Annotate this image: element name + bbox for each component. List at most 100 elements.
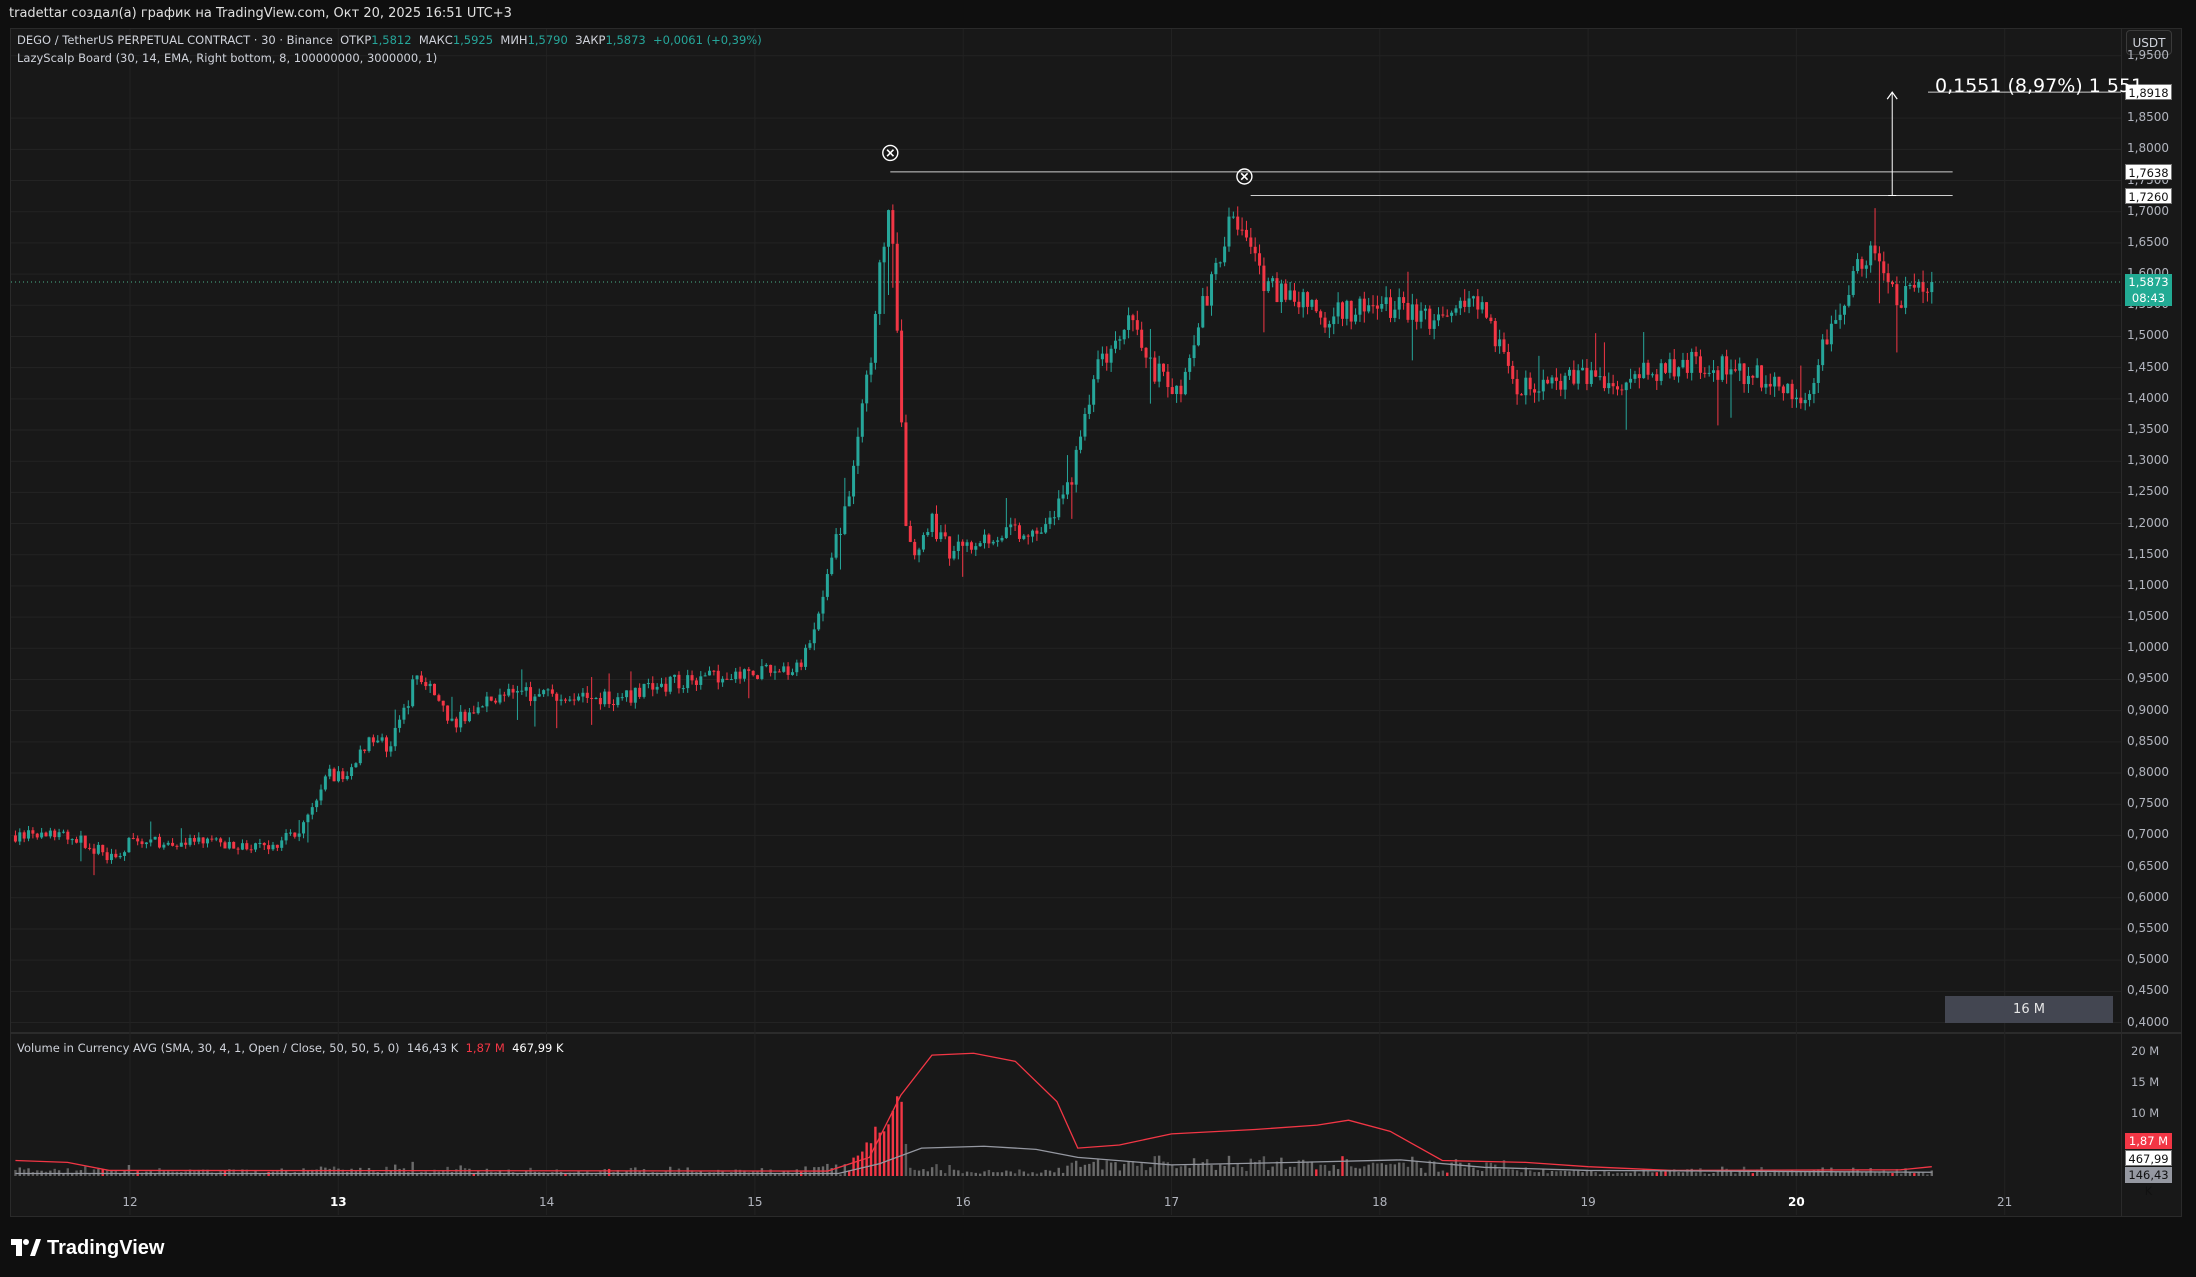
candle-body xyxy=(1480,302,1484,310)
candle-body xyxy=(1266,281,1270,292)
candle-body xyxy=(1646,362,1650,375)
candle-body xyxy=(546,689,550,691)
candle-body xyxy=(1070,482,1074,485)
volume-bar xyxy=(1336,1169,1340,1176)
candle-body xyxy=(192,838,196,842)
candle-body xyxy=(1829,323,1833,345)
pane-separator[interactable] xyxy=(10,1032,2182,1034)
indicator-name[interactable]: LazyScalp Board (30, 14, EMA, Right bott… xyxy=(17,51,438,65)
candle-body xyxy=(1384,297,1388,305)
candle-body xyxy=(830,557,834,575)
candle-body xyxy=(808,643,812,648)
volume-bar xyxy=(1341,1156,1344,1176)
tradingview-brand[interactable]: TradingView xyxy=(11,1233,164,1263)
candle-body xyxy=(1410,304,1414,320)
candle-body xyxy=(1812,382,1816,395)
volume-bar xyxy=(215,1174,218,1176)
candle-body xyxy=(760,666,764,679)
symbol-legend[interactable]: DEGO / TetherUS PERPETUAL CONTRACT · 30 … xyxy=(17,33,762,47)
chart-frame[interactable] xyxy=(10,28,2182,1217)
volume-bar xyxy=(826,1163,829,1176)
candle-body xyxy=(1288,290,1292,300)
volume-bar xyxy=(795,1169,799,1176)
candle-body xyxy=(419,675,423,683)
candle-body xyxy=(105,852,109,861)
candle-body xyxy=(1502,339,1506,352)
currency-unit-button[interactable]: USDT xyxy=(2126,30,2172,55)
candle-body xyxy=(795,662,799,673)
volume-bar xyxy=(1214,1169,1218,1176)
candle-body xyxy=(1065,482,1069,495)
volume-bar xyxy=(1865,1171,1868,1176)
volume-bar xyxy=(852,1157,855,1176)
candle-body xyxy=(1415,304,1419,322)
price-range-measure-label[interactable]: 0,1551 (8,97%) 1 551 xyxy=(1935,75,2144,97)
close-marker-icon xyxy=(882,144,899,162)
volume-bar xyxy=(302,1168,305,1176)
volume-bar xyxy=(1515,1170,1519,1176)
volume-bar xyxy=(1808,1172,1811,1176)
candle-body xyxy=(1397,297,1401,310)
volume-bar xyxy=(917,1170,921,1176)
candle-body xyxy=(1458,300,1462,309)
volume-bar xyxy=(1480,1171,1484,1176)
candle-body xyxy=(31,830,35,834)
candle-body xyxy=(821,596,825,614)
volume-bar xyxy=(529,1167,532,1176)
volume-bar xyxy=(245,1169,248,1176)
volume-bar xyxy=(1908,1172,1912,1176)
candle-body xyxy=(1249,237,1253,247)
candle-body xyxy=(1131,315,1135,321)
candle-body xyxy=(1655,374,1659,381)
volume-bar xyxy=(1127,1161,1130,1176)
volume-bar xyxy=(241,1169,244,1176)
volume-indicator-name[interactable]: Volume in Currency AVG (SMA, 30, 4, 1, O… xyxy=(17,1041,400,1055)
candle-body xyxy=(642,683,646,697)
volume-bar xyxy=(564,1173,567,1176)
candle-body xyxy=(1786,383,1790,394)
volume-bar xyxy=(891,1110,895,1176)
candle-body xyxy=(398,719,402,728)
symbol-name[interactable]: DEGO / TetherUS PERPETUAL CONTRACT · 30 … xyxy=(17,33,333,47)
candle-body xyxy=(1175,385,1179,395)
candle-body xyxy=(1576,370,1580,384)
candle-body xyxy=(729,679,733,681)
candle-body xyxy=(1537,391,1541,393)
volume-bar xyxy=(446,1166,449,1176)
candle-body xyxy=(598,697,602,705)
candle-body xyxy=(1048,517,1052,525)
volume-bar xyxy=(1035,1173,1039,1176)
candle-body xyxy=(162,844,166,848)
volume-bar xyxy=(1026,1173,1030,1176)
volume-bar xyxy=(712,1172,716,1176)
candle-body xyxy=(1515,378,1519,395)
candle-body xyxy=(987,534,991,544)
time-tick-label: 20 xyxy=(1788,1195,1805,1209)
volume-bar xyxy=(507,1169,510,1176)
lazyscalp-board-volume: 16 M xyxy=(1945,996,2113,1023)
candle-body xyxy=(668,676,672,692)
candle-body xyxy=(1214,262,1218,275)
candle-body xyxy=(1585,367,1589,384)
volume-bar xyxy=(1131,1161,1135,1176)
candle-body xyxy=(1358,298,1362,315)
candle-body xyxy=(834,534,838,558)
indicator-legend[interactable]: LazyScalp Board (30, 14, EMA, Right bott… xyxy=(17,51,437,65)
candle-body xyxy=(1755,365,1759,378)
open-label: ОТКР xyxy=(340,33,372,47)
candle-body xyxy=(371,737,375,743)
volume-value-marker: 467,99 K xyxy=(2125,1150,2172,1182)
candle-body xyxy=(1323,317,1327,328)
volume-bar xyxy=(1926,1174,1929,1176)
volume-bar xyxy=(415,1172,419,1176)
low-label: МИН xyxy=(500,33,528,47)
volume-legend[interactable]: Volume in Currency AVG (SMA, 30, 4, 1, O… xyxy=(17,1041,564,1055)
candle-body xyxy=(817,613,821,630)
candle-body xyxy=(446,705,450,721)
candle-body xyxy=(786,666,790,675)
candle-body xyxy=(284,832,288,841)
time-tick-label: 21 xyxy=(1997,1195,2013,1209)
volume-bar xyxy=(1878,1171,1881,1176)
volume-bar xyxy=(909,1167,912,1176)
